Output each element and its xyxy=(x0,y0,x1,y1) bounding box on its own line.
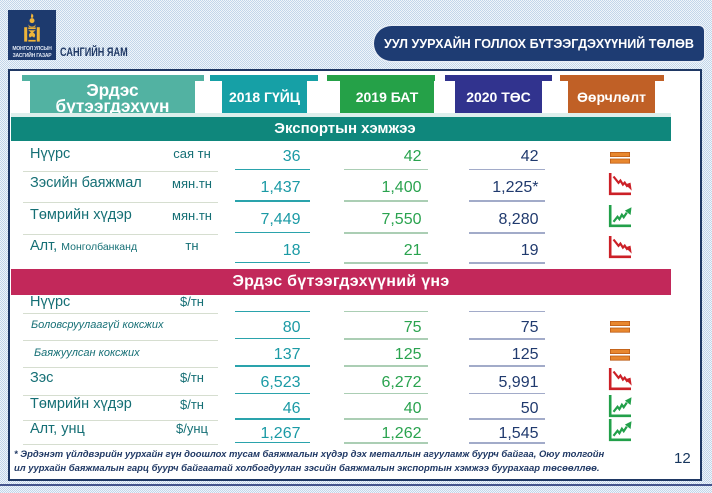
svg-text:ЗАСГИЙН ГАЗАР: ЗАСГИЙН ГАЗАР xyxy=(13,51,53,59)
svg-text:МОНГОЛ УЛСЫН: МОНГОЛ УЛСЫН xyxy=(12,46,52,52)
